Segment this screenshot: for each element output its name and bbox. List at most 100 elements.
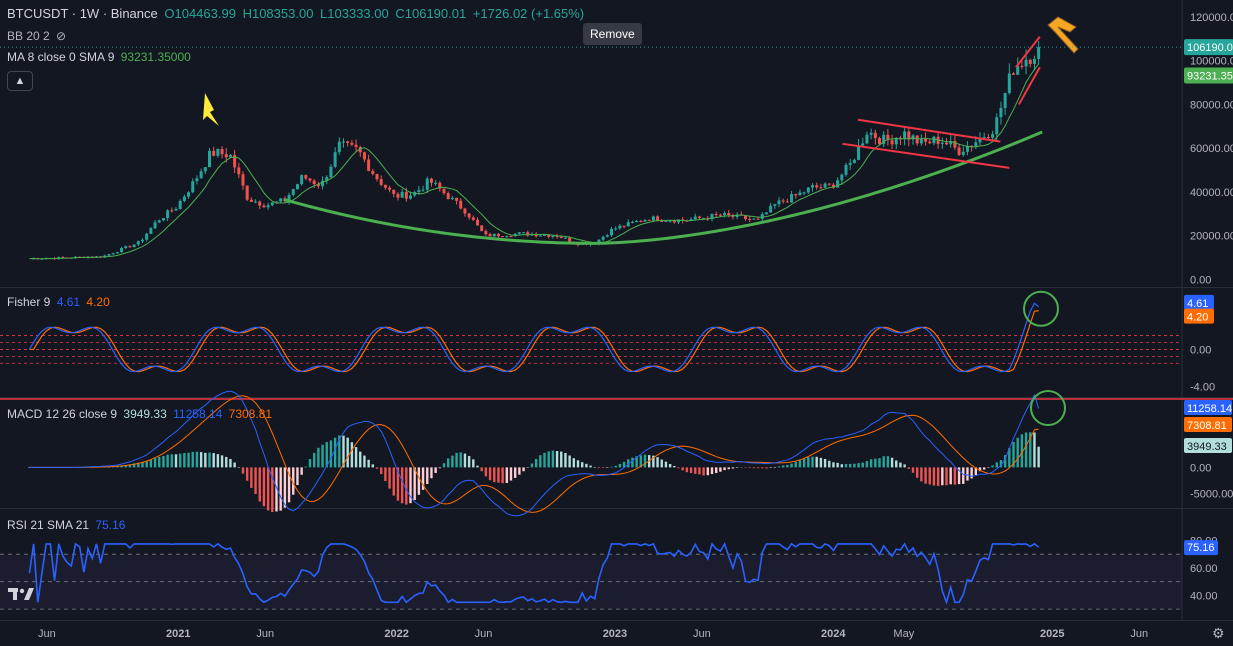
candle-body — [664, 220, 668, 222]
candle-body — [769, 205, 773, 213]
ma-value: 93231.35000 — [120, 50, 191, 64]
candle-body — [1020, 65, 1024, 67]
macd-hist-value: 3949.33 — [123, 407, 167, 421]
macd-histogram-bar — [417, 467, 421, 495]
candle-body — [869, 132, 873, 135]
macd-histogram-bar — [233, 462, 236, 468]
macd-histogram-bar — [1020, 434, 1024, 468]
candle-body — [409, 195, 413, 199]
time-tick-label: 2024 — [821, 628, 846, 640]
candle-body — [819, 187, 823, 189]
macd-histogram-bar — [564, 452, 567, 468]
eye-hidden-icon[interactable]: ⊘ — [56, 29, 67, 43]
macd-histogram-bar — [153, 458, 157, 468]
macd-histogram-bar — [744, 467, 747, 468]
macd-histogram-bar — [991, 465, 994, 468]
candle-body — [563, 237, 567, 239]
candle-body — [995, 117, 999, 135]
macd-histogram-bar — [451, 455, 454, 468]
remove-tooltip: Remove — [583, 23, 642, 45]
candle-body — [358, 147, 362, 153]
time-tick-label: Jun — [475, 628, 493, 640]
ohlc-high: H108353.00 — [242, 6, 314, 21]
macd-histogram-bar — [174, 454, 178, 468]
fisher-value-label: 4.61 — [1187, 298, 1208, 310]
macd-histogram-bar — [128, 464, 132, 468]
rise-channel-top — [1015, 36, 1041, 68]
candle-body — [953, 141, 957, 148]
macd-histogram-bar — [426, 467, 429, 484]
tradingview-logo[interactable] — [8, 586, 38, 606]
macd-histogram-bar — [723, 467, 726, 471]
macd-line-value: 11258.14 — [173, 407, 223, 421]
rsi-legend[interactable]: RSI 21 SMA 21 75.16 — [7, 518, 128, 532]
macd-histogram-bar — [551, 450, 555, 468]
fisher-legend[interactable]: Fisher 9 4.61 4.20 — [7, 295, 113, 309]
candle-body — [157, 220, 161, 223]
candle-body — [522, 232, 526, 234]
macd-histogram-bar — [124, 464, 127, 468]
candle-body — [903, 131, 907, 139]
macd-histogram-bar — [363, 455, 366, 468]
chevron-up-icon: ▲ — [14, 75, 26, 87]
macd-signal-value: 7308.81 — [228, 407, 273, 421]
time-tick-label: Jun — [38, 628, 56, 640]
candle-body — [547, 234, 551, 237]
macd-histogram-bar — [145, 461, 148, 468]
macd-histogram-bar — [631, 457, 634, 468]
bb-legend[interactable]: BB 20 2 ⊘ — [7, 29, 69, 43]
macd-histogram-bar — [547, 451, 550, 468]
macd-histogram-bar — [241, 467, 245, 474]
macd-histogram-bar — [379, 467, 383, 475]
macd-histogram-bar — [911, 467, 915, 473]
macd-histogram-bar — [497, 467, 500, 483]
macd-histogram-bar — [530, 463, 534, 468]
macd-histogram-bar — [275, 467, 278, 512]
fisher-fast-line — [28, 302, 1040, 373]
fisher-value-box — [1184, 294, 1214, 310]
macd-histogram-bar — [191, 451, 194, 468]
settings-gear-icon[interactable]: ⚙ — [1212, 625, 1225, 641]
candle-body — [538, 235, 542, 237]
macd-legend[interactable]: MACD 12 26 close 9 3949.33 11258.14 7308… — [7, 407, 275, 421]
macd-histogram-bar — [346, 437, 349, 468]
candle-body — [668, 220, 672, 222]
macd-histogram-bar — [576, 460, 580, 468]
candle-body — [450, 197, 454, 200]
macd-histogram-bar — [438, 467, 442, 469]
macd-histogram-bar — [710, 467, 714, 475]
candle-body — [191, 181, 195, 193]
macd-histogram-bar — [978, 467, 982, 472]
candle-body — [618, 225, 622, 229]
collapse-legend-button[interactable]: ▲ — [7, 71, 33, 91]
macd-histogram-bar — [819, 457, 823, 468]
candle-body — [128, 246, 132, 248]
macd-histogram-bar — [941, 467, 944, 486]
macd-histogram-bar — [731, 467, 735, 469]
candle-body — [492, 233, 496, 237]
candle-body — [208, 150, 212, 168]
macd-histogram-bar — [375, 467, 379, 469]
candle-body — [752, 218, 756, 220]
candle-body — [559, 236, 563, 238]
candle-body — [844, 164, 848, 175]
candle-body — [526, 232, 530, 236]
candle-body — [342, 141, 346, 143]
candle-body — [999, 107, 1003, 118]
macd-histogram-bar — [534, 458, 538, 468]
candle-body — [417, 189, 421, 193]
price-label-text: 93231.35 — [1187, 70, 1233, 82]
candle-body — [744, 215, 748, 219]
candle-body — [178, 200, 182, 209]
candle-body — [957, 147, 961, 155]
candle-body — [1032, 58, 1036, 64]
price-tick-label: 20000.00 — [1190, 231, 1233, 243]
price-tick-label: 100000.00 — [1190, 56, 1233, 68]
macd-histogram-bar — [287, 467, 291, 503]
ma-legend[interactable]: MA 8 close 0 SMA 9 93231.35000 — [7, 50, 194, 64]
macd-histogram-bar — [643, 454, 647, 468]
macd-histogram-bar — [321, 444, 324, 468]
macd-histogram-bar — [677, 467, 680, 469]
macd-histogram-bar — [204, 452, 207, 468]
